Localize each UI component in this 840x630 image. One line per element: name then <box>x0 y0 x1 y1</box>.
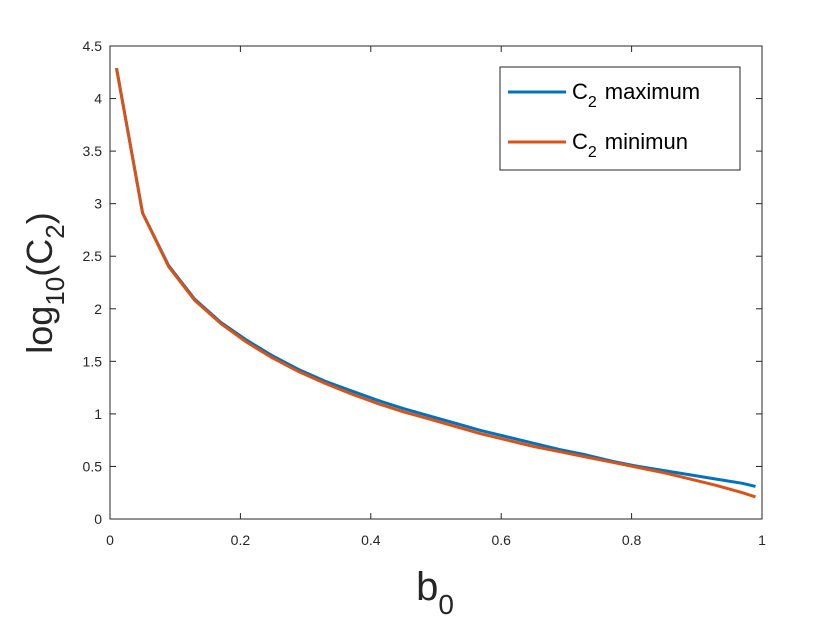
x-axis: 0 0.2 0.4 0.6 0.8 1 <box>106 46 766 548</box>
x-tick-label: 1 <box>758 532 766 548</box>
y-tick-label: 3 <box>94 196 102 212</box>
legend-label-maximum: C2 maximum <box>572 79 700 111</box>
y-axis-title: log10(C2) <box>19 212 70 353</box>
x-tick-label: 0.8 <box>622 532 642 548</box>
y-tick-label: 0.5 <box>83 458 103 474</box>
x-tick-label: 0.4 <box>361 532 381 548</box>
series-layer <box>115 67 756 499</box>
y-axis: 0 0.5 1 1.5 2 2.5 3 3.5 4 4.5 <box>83 38 762 527</box>
y-tick-label: 2 <box>94 301 102 317</box>
x-tick-label: 0.6 <box>491 532 511 548</box>
y-tick-label: 4 <box>94 91 102 107</box>
legend: C2 maximum C2 minimun <box>499 66 741 171</box>
y-tick-label: 0 <box>94 511 102 527</box>
x-axis-title: b0 <box>416 565 454 620</box>
legend-label-minimun: C2 minimun <box>572 129 688 161</box>
y-tick-label: 4.5 <box>83 38 103 54</box>
x-tick-label: 0.2 <box>231 532 251 548</box>
legend-box <box>499 66 741 171</box>
y-tick-label: 1 <box>94 406 102 422</box>
axes-box <box>109 45 763 520</box>
x-tick-label: 0 <box>106 532 114 548</box>
y-tick-label: 2.5 <box>83 248 103 264</box>
y-tick-label: 3.5 <box>83 143 103 159</box>
y-tick-label: 1.5 <box>83 353 103 369</box>
series-line-minimun <box>115 67 756 499</box>
